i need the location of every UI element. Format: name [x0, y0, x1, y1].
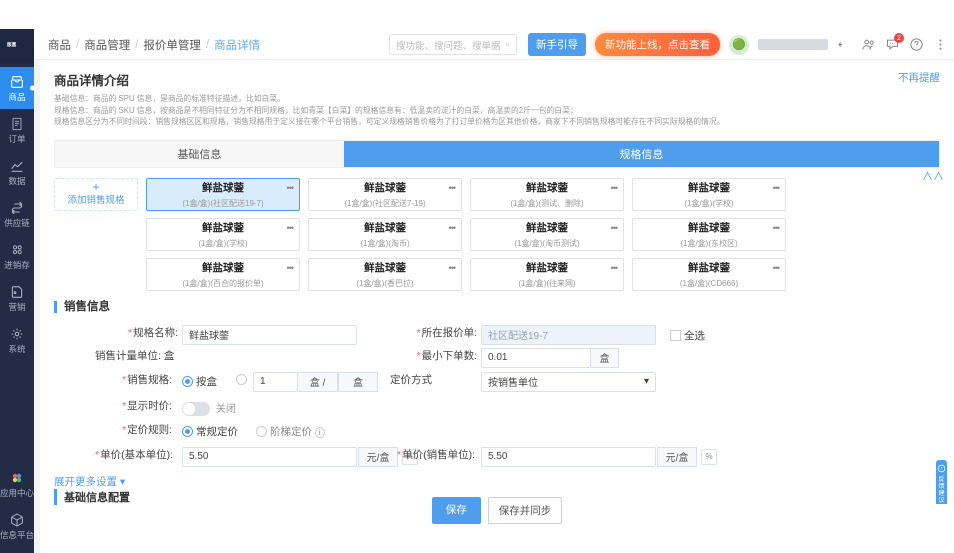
- svg-text:版喜: 版喜: [7, 41, 17, 48]
